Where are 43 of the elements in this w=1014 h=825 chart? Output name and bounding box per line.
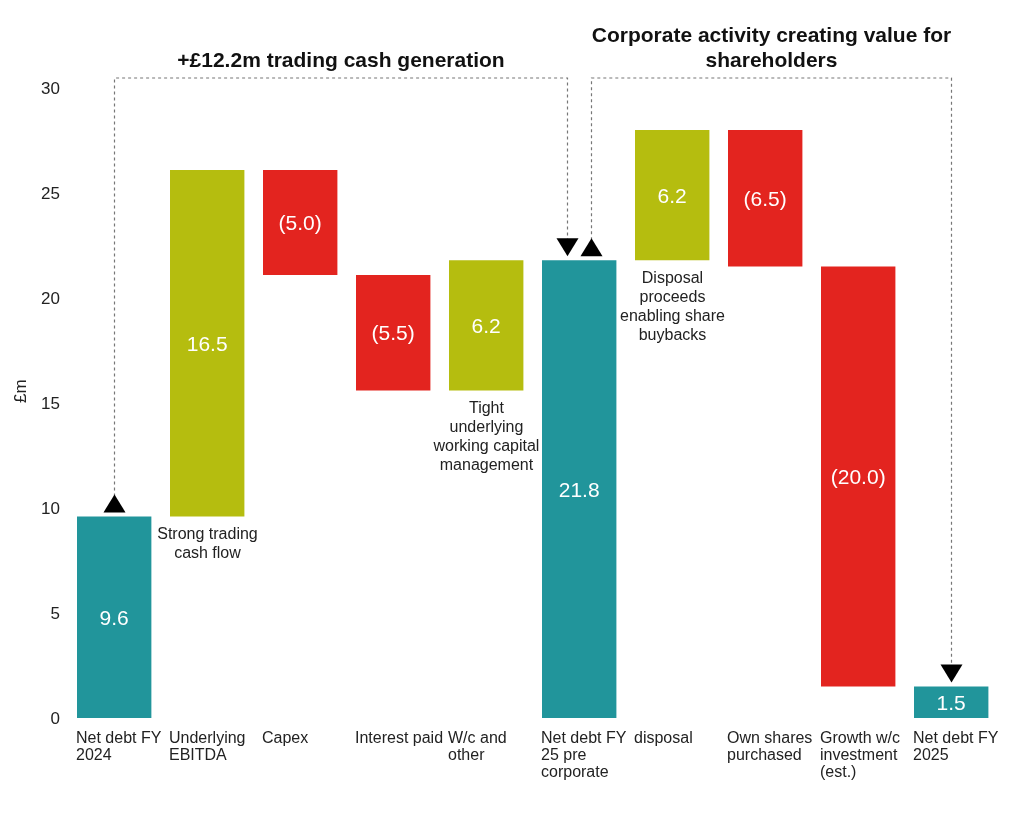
x-tick-label: Net debt FY 25 pre corporate — [541, 729, 627, 781]
bar — [263, 169, 338, 275]
annotation: Disposal proceeds enabling share buybacks — [619, 268, 726, 345]
y-tick-label: 15 — [41, 394, 60, 414]
bar — [821, 266, 896, 687]
data-label: (5.5) — [371, 321, 415, 345]
y-tick-label: 0 — [50, 709, 60, 729]
bar — [356, 274, 431, 391]
y-tick-label: 25 — [41, 184, 60, 204]
data-label: (5.0) — [278, 210, 322, 234]
data-label: 6.2 — [657, 183, 687, 207]
x-tick-label: W/c and other — [448, 729, 507, 764]
bar — [542, 260, 617, 718]
annotation: Tight underlying working capital management — [432, 398, 541, 475]
x-tick-label: Own shares purchased — [727, 729, 813, 764]
data-label: 16.5 — [186, 331, 228, 355]
y-tick-label: 30 — [41, 79, 60, 99]
bar — [77, 516, 152, 718]
annotation: Strong trading cash flow — [156, 524, 259, 563]
x-tick-label: Net debt FY 2025 — [913, 729, 999, 764]
bar — [728, 130, 803, 267]
text: Corporate activity creating value for shareholders — [590, 22, 953, 72]
x-tick-label: disposal — [634, 729, 693, 747]
data-label: 1.5 — [936, 690, 966, 714]
data-label: 9.6 — [99, 605, 129, 629]
y-tick-label: 10 — [41, 499, 60, 519]
data-label: 6.2 — [471, 313, 501, 337]
x-tick-label: Capex — [262, 729, 309, 747]
y-tick-label: 20 — [41, 289, 60, 309]
y-axis-title: £m — [11, 379, 31, 403]
bar — [914, 686, 989, 718]
y-tick-label: 5 — [50, 604, 60, 624]
data-label: (6.5) — [743, 186, 787, 210]
bar — [170, 169, 245, 517]
bar — [449, 260, 524, 391]
data-label: 21.8 — [558, 477, 600, 501]
x-tick-label: Net debt FY 2024 — [76, 729, 162, 764]
data-label: (20.0) — [830, 465, 886, 488]
x-tick-label: Interest paid — [355, 729, 444, 747]
bar — [635, 130, 710, 261]
x-tick-label: Underlying EBITDA — [169, 729, 246, 764]
text: +£12.2m trading cash generation — [176, 47, 506, 72]
x-tick-label: Growth w/c investment (est.) — [820, 729, 901, 781]
